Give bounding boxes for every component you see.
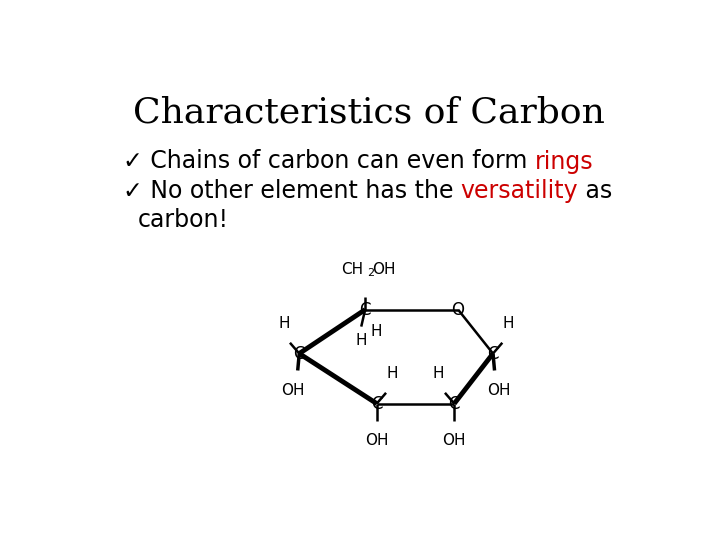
Text: 2: 2 <box>366 268 374 279</box>
Text: OH: OH <box>487 383 511 398</box>
Text: H: H <box>503 316 514 331</box>
Text: carbon!: carbon! <box>138 208 229 232</box>
Text: C: C <box>449 395 460 413</box>
Text: OH: OH <box>365 433 389 448</box>
Text: C: C <box>371 395 382 413</box>
Text: C: C <box>294 345 305 362</box>
Text: O: O <box>451 301 464 319</box>
Text: OH: OH <box>372 262 395 277</box>
Text: H: H <box>433 366 444 381</box>
Text: H: H <box>356 333 367 348</box>
Text: C: C <box>359 301 371 319</box>
Text: rings: rings <box>534 150 593 173</box>
Text: C: C <box>487 345 499 362</box>
Text: CH: CH <box>341 262 364 277</box>
Text: H: H <box>387 366 398 381</box>
Text: H: H <box>371 323 382 339</box>
Text: versatility: versatility <box>461 179 578 202</box>
Text: ✓ No other element has the: ✓ No other element has the <box>122 179 461 202</box>
Text: as: as <box>578 179 613 202</box>
Text: ✓ Chains of carbon can even form: ✓ Chains of carbon can even form <box>122 150 534 173</box>
Text: OH: OH <box>282 383 305 398</box>
Text: H: H <box>278 316 289 331</box>
Text: OH: OH <box>443 433 466 448</box>
Text: Characteristics of Carbon: Characteristics of Carbon <box>133 96 605 130</box>
